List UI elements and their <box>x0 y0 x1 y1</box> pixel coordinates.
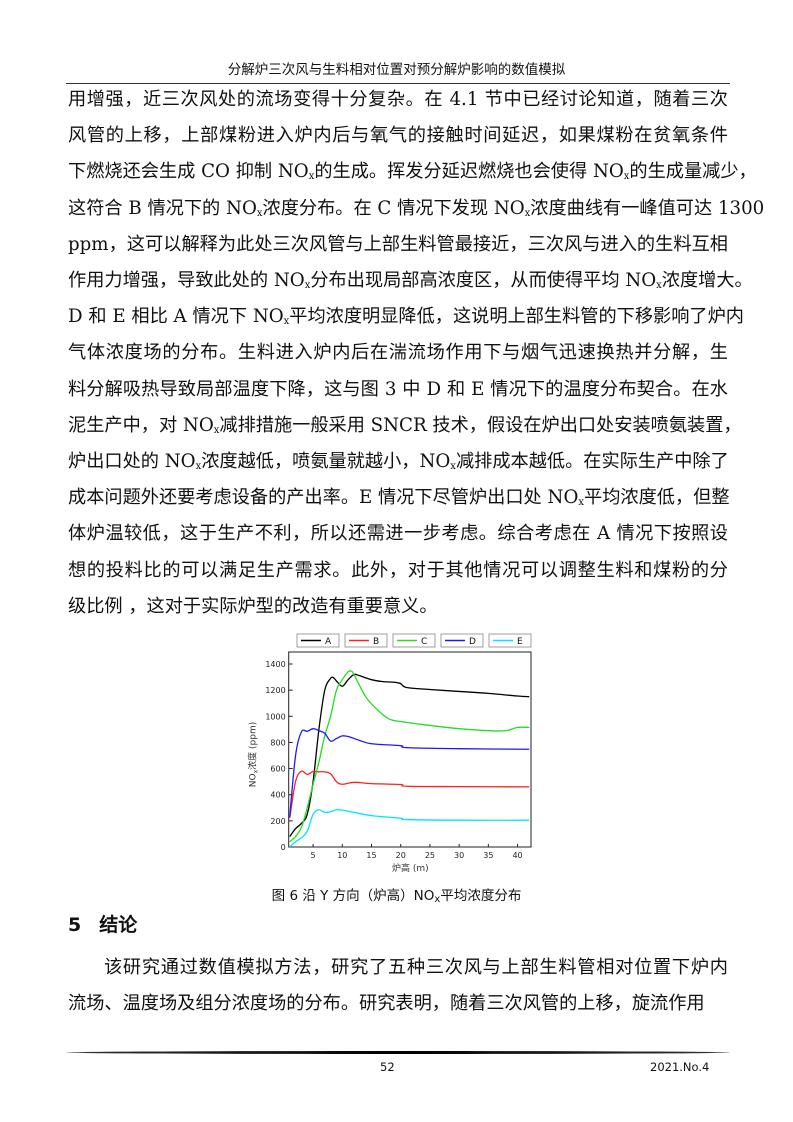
text-line: 该研究通过数值模拟方法，研究了五种三次风与上部生料管相对位置下炉内 <box>104 957 728 978</box>
y-tick-label: 200 <box>270 817 285 826</box>
x-tick-label: 35 <box>483 851 493 860</box>
series-line-D <box>289 728 530 817</box>
x-tick-label: 25 <box>425 851 435 860</box>
series-line-C <box>289 670 530 843</box>
text-line: 成本问题外还要考虑设备的产出率。E 情况下尽管炉出口处 NOx平均浓度低，但整 <box>68 487 730 509</box>
text-line: 炉出口处的 NOx浓度越低，喷氨量就越小，NOx减排成本越低。在实际生产中除了 <box>68 451 729 472</box>
text-line: D 和 E 相比 A 情况下 NOx平均浓度明显降低，这说明上部生料管的下移影响… <box>68 306 744 328</box>
legend-label-A: A <box>325 637 332 647</box>
y-tick-label: 800 <box>270 738 285 747</box>
nox-concentration-chart: 0 200 400 600 800 1000 1200 1400 5 10 15 20 25 30 35 40… <box>247 633 532 874</box>
text-line: 下燃烧还会生成 CO 抑制 NOx的生成。挥发分延迟燃烧也会使得 NOx的生成量… <box>68 161 757 183</box>
x-axis-label: 炉高 (m) <box>392 862 429 874</box>
y-tick-label: 1400 <box>265 660 285 669</box>
legend-label-D: D <box>469 637 476 647</box>
figure-caption: 图 6 沿 Y 方向（炉高）NOx平均浓度分布 <box>271 888 522 905</box>
text-line: 气体浓度场的分布。生料进入炉内后在湍流场作用下与烟气迅速换热并分解，生 <box>68 342 728 364</box>
x-tick-label: 15 <box>366 851 376 860</box>
issue-label: 2021.No.4 <box>650 1060 710 1074</box>
text-line: 作用力增强，导致此处的 NOx分布出现局部高浓度区，从而使得平均 NOx浓度增大… <box>68 270 753 291</box>
y-tick-label: 0 <box>281 843 286 852</box>
legend-label-B: B <box>373 637 379 647</box>
section-title: 结论 <box>99 914 138 936</box>
text-line: 级比例 ，这对于实际炉型的改造有重要意义。 <box>68 595 438 617</box>
text-line: ppm，这可以解释为此处三次风管与上部生料管最接近，三次风与进入的生料互相 <box>68 233 728 255</box>
text-line: 泥生产中，对 NOx减排措施一般采用 SNCR 技术，假设在炉出口处安装喷氨装置… <box>68 414 742 436</box>
y-tick-label: 400 <box>270 791 285 800</box>
x-tick-label: 20 <box>396 851 406 860</box>
text-line: 流场、温度场及组分浓度场的分布。研究表明，随着三次风管的上移，旋流作用 <box>68 993 705 1014</box>
x-tick-label: 30 <box>454 851 464 860</box>
y-tick-label: 600 <box>270 765 285 774</box>
x-tick-label: 10 <box>337 851 347 860</box>
text-line: 风管的上移，上部煤粉进入炉内后与氧气的接触时间延迟，如果煤粉在贫氧条件 <box>68 125 728 147</box>
text-line: 用增强，近三次风处的流场变得十分复杂。在 4.1 节中已经讨论知道，随着三次 <box>68 89 728 110</box>
legend-label-E: E <box>517 637 523 647</box>
running-title: 分解炉三次风与生料相对位置对预分解炉影响的数值模拟 <box>227 62 566 78</box>
x-tick-label: 40 <box>512 851 522 860</box>
text-line: 体炉温较低，这于生产不利，所以还需进一步考虑。综合考虑在 A 情况下按照设 <box>68 523 728 545</box>
y-tick-label: 1200 <box>265 686 285 695</box>
y-tick-label: 1000 <box>265 712 285 721</box>
footer-rule <box>66 1051 730 1054</box>
x-tick-label: 5 <box>311 851 316 860</box>
header-rule <box>66 83 730 84</box>
text-line: 这符合 B 情况下的 NOx浓度分布。在 C 情况下发现 NOx浓度曲线有一峰值… <box>68 197 765 219</box>
series-line-E <box>289 808 530 848</box>
text-line: 想的投料比的可以满足生产需求。此外，对于其他情况可以调整生料和煤粉的分 <box>68 559 728 581</box>
plot-frame <box>288 651 532 848</box>
section-heading: 5 结论 <box>68 913 137 937</box>
legend-label-C: C <box>421 637 427 647</box>
series-line-B <box>289 770 530 819</box>
section-number: 5 <box>68 914 82 936</box>
text-line: 料分解吸热导致局部温度下降，这与图 3 中 D 和 E 情况下的温度分布契合。在… <box>68 378 728 400</box>
y-axis-label: NOx浓度 (ppm) <box>247 722 260 787</box>
page-number: 52 <box>380 1060 395 1074</box>
